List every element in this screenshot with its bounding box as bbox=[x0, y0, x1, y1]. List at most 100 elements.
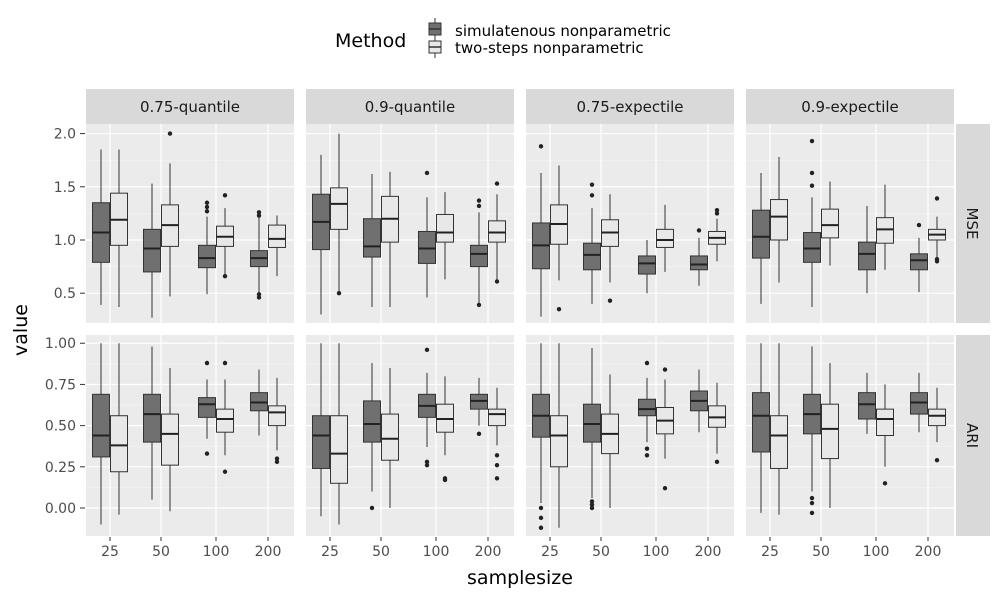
box-50-series-1 bbox=[601, 194, 619, 303]
outlier-point bbox=[882, 481, 888, 486]
box-100-series-0 bbox=[198, 360, 216, 456]
y-tick-label: 2.0 bbox=[54, 127, 76, 143]
box-25-series-1 bbox=[770, 343, 788, 515]
panel-ARI-1 bbox=[306, 335, 514, 536]
box-body bbox=[638, 255, 656, 275]
box-50-series-0 bbox=[363, 174, 381, 308]
box-100-series-1 bbox=[876, 384, 894, 486]
box-50-series-1 bbox=[601, 374, 619, 508]
x-tick-label: 25 bbox=[541, 544, 559, 560]
box-25-series-0 bbox=[532, 144, 550, 317]
box-body bbox=[110, 415, 128, 473]
box-body bbox=[550, 415, 568, 468]
box-50-series-1 bbox=[821, 363, 839, 508]
y-tick-label: 0.25 bbox=[45, 460, 76, 476]
box-25-series-1 bbox=[330, 343, 348, 525]
box-50-series-0 bbox=[803, 138, 821, 308]
box-200-series-0 bbox=[910, 372, 928, 433]
outlier-point bbox=[204, 451, 210, 456]
outlier-point bbox=[476, 302, 482, 308]
x-tick-label: 200 bbox=[915, 544, 942, 560]
panels bbox=[86, 124, 954, 536]
outlier-point bbox=[714, 459, 720, 465]
box-50-series-0 bbox=[143, 183, 161, 318]
outlier-point bbox=[607, 298, 613, 303]
box-25-series-0 bbox=[752, 343, 770, 513]
outlier-point bbox=[934, 196, 940, 201]
outlier-point bbox=[274, 459, 280, 465]
column-strips: 0.75-quantile 0.9-quantile 0.75-expectil… bbox=[86, 89, 954, 124]
box-body bbox=[928, 408, 946, 427]
box-body bbox=[858, 241, 876, 271]
outlier-point bbox=[916, 222, 922, 228]
box-body bbox=[803, 232, 821, 263]
outlier-point bbox=[662, 486, 668, 491]
outlier-point bbox=[538, 505, 544, 511]
box-100-series-1 bbox=[436, 376, 454, 483]
outlier-point bbox=[424, 459, 430, 465]
outlier-point bbox=[589, 502, 595, 507]
box-50-series-1 bbox=[381, 367, 399, 508]
box-200-series-0 bbox=[910, 222, 928, 293]
box-body bbox=[752, 209, 770, 259]
box-body bbox=[770, 415, 788, 469]
x-tick-label: 50 bbox=[812, 544, 830, 560]
box-body bbox=[470, 244, 488, 268]
outlier-point bbox=[204, 204, 210, 210]
outlier-point bbox=[589, 182, 595, 187]
strip-bg-col-2 bbox=[526, 89, 734, 124]
box-200-series-1 bbox=[268, 215, 286, 277]
box-body bbox=[418, 230, 436, 264]
outlier-point bbox=[556, 306, 562, 312]
y-axis-title: value bbox=[10, 304, 32, 356]
box-body bbox=[268, 405, 286, 427]
box-200-series-1 bbox=[268, 377, 286, 465]
x-tick-label: 50 bbox=[372, 544, 390, 560]
box-body bbox=[821, 403, 839, 460]
box-body bbox=[363, 400, 381, 443]
outlier-point bbox=[222, 469, 228, 474]
outlier-point bbox=[424, 347, 430, 353]
box-body bbox=[876, 217, 894, 244]
outlier-point bbox=[494, 453, 500, 458]
x-axis-title: samplesize bbox=[467, 567, 573, 589]
outlier-point bbox=[494, 476, 500, 481]
box-50-series-1 bbox=[381, 171, 399, 308]
outlier-point bbox=[336, 291, 342, 296]
outlier-point bbox=[494, 181, 500, 186]
outlier-point bbox=[256, 295, 262, 300]
y-tick-label: 1.0 bbox=[54, 233, 76, 249]
outlier-point bbox=[934, 458, 940, 463]
box-body bbox=[752, 392, 770, 453]
outlier-point bbox=[274, 456, 280, 461]
x-tick-label: 25 bbox=[101, 544, 119, 560]
outlier-point bbox=[589, 193, 595, 198]
outlier-point bbox=[204, 360, 210, 366]
box-50-series-0 bbox=[583, 182, 601, 304]
strip-label-col-2: 0.75-expectile bbox=[576, 98, 683, 116]
x-tick-label: 100 bbox=[423, 544, 450, 560]
panel-ARI-0 bbox=[86, 335, 294, 536]
strip-label-row-1: ARI bbox=[963, 423, 981, 448]
box-body bbox=[770, 199, 788, 241]
outlier-point bbox=[167, 131, 173, 136]
legend-title: Method bbox=[335, 30, 406, 52]
box-body bbox=[656, 228, 674, 248]
x-tick-label: 25 bbox=[761, 544, 779, 560]
box-body bbox=[488, 408, 506, 427]
box-100-series-1 bbox=[216, 193, 234, 279]
panel-MSE-0 bbox=[86, 124, 294, 323]
box-body bbox=[330, 187, 348, 230]
box-100-series-1 bbox=[656, 204, 674, 272]
box-body bbox=[488, 220, 506, 243]
box-100-series-0 bbox=[198, 200, 216, 295]
box-25-series-1 bbox=[110, 343, 128, 515]
y-tick-label: 1.5 bbox=[54, 180, 76, 196]
x-tick-label: 200 bbox=[695, 544, 722, 560]
box-25-series-0 bbox=[312, 154, 330, 315]
box-100-series-0 bbox=[858, 372, 876, 434]
outlier-point bbox=[809, 495, 815, 501]
strip-bg-row-1 bbox=[956, 335, 990, 536]
outlier-point bbox=[809, 510, 815, 516]
box-50-series-0 bbox=[583, 348, 601, 511]
